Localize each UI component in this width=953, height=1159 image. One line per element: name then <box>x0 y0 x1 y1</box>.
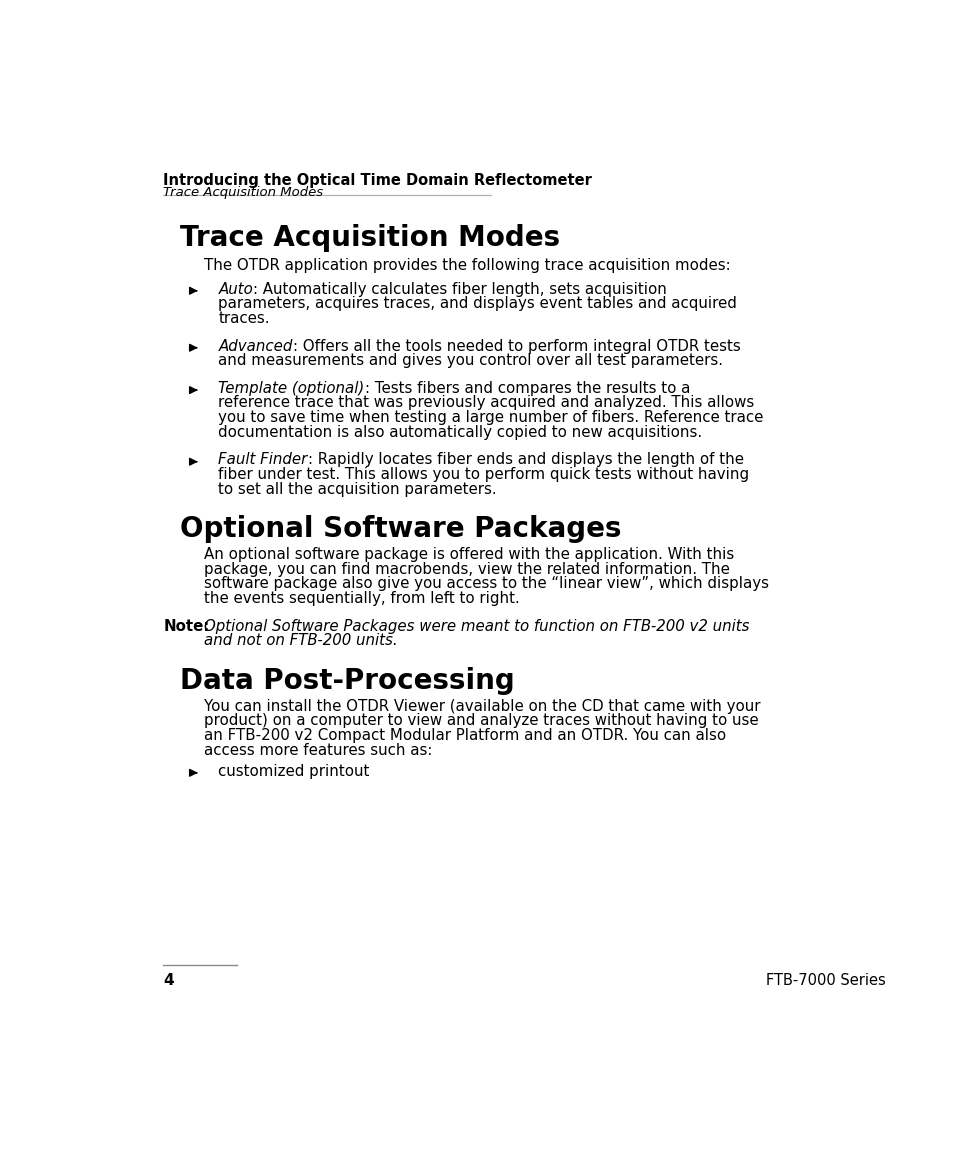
Text: : Automatically calculates fiber length, sets acquisition: : Automatically calculates fiber length,… <box>253 282 666 297</box>
Text: Data Post-Processing: Data Post-Processing <box>180 666 515 694</box>
Text: : Offers all the tools needed to perform integral OTDR tests: : Offers all the tools needed to perform… <box>293 338 740 353</box>
Text: software package also give you access to the “linear view”, which displays: software package also give you access to… <box>204 576 769 591</box>
Text: Optional Software Packages were meant to function on FTB-200 v2 units: Optional Software Packages were meant to… <box>204 619 749 634</box>
Text: access more features such as:: access more features such as: <box>204 743 433 758</box>
Text: Trace Acquisition Modes: Trace Acquisition Modes <box>180 224 560 252</box>
Text: documentation is also automatically copied to new acquisitions.: documentation is also automatically copi… <box>218 424 701 439</box>
Text: An optional software package is offered with the application. With this: An optional software package is offered … <box>204 547 734 562</box>
Text: 4: 4 <box>163 974 173 987</box>
Text: reference trace that was previously acquired and analyzed. This allows: reference trace that was previously acqu… <box>218 395 754 410</box>
Text: and measurements and gives you control over all test parameters.: and measurements and gives you control o… <box>218 353 722 369</box>
Text: traces.: traces. <box>218 311 270 326</box>
Text: parameters, acquires traces, and displays event tables and acquired: parameters, acquires traces, and display… <box>218 297 737 311</box>
Text: product) on a computer to view and analyze traces without having to use: product) on a computer to view and analy… <box>204 714 759 729</box>
Text: : Rapidly locates fiber ends and displays the length of the: : Rapidly locates fiber ends and display… <box>308 452 743 467</box>
Text: Auto: Auto <box>218 282 253 297</box>
Text: and not on FTB-200 units.: and not on FTB-200 units. <box>204 634 397 648</box>
Text: : Tests fibers and compares the results to a: : Tests fibers and compares the results … <box>364 381 689 396</box>
Text: Fault Finder: Fault Finder <box>218 452 308 467</box>
Text: Template (optional): Template (optional) <box>218 381 364 396</box>
Text: an FTB-200 v2 Compact Modular Platform and an OTDR. You can also: an FTB-200 v2 Compact Modular Platform a… <box>204 728 726 743</box>
Text: the events sequentially, from left to right.: the events sequentially, from left to ri… <box>204 591 519 606</box>
Text: to set all the acquisition parameters.: to set all the acquisition parameters. <box>218 482 497 497</box>
Text: Optional Software Packages: Optional Software Packages <box>180 515 621 542</box>
Text: You can install the OTDR Viewer (available on the CD that came with your: You can install the OTDR Viewer (availab… <box>204 699 760 714</box>
Text: The OTDR application provides the following trace acquisition modes:: The OTDR application provides the follow… <box>204 258 730 274</box>
Text: Trace Acquisition Modes: Trace Acquisition Modes <box>163 187 323 199</box>
Text: customized printout: customized printout <box>218 764 370 779</box>
Text: FTB-7000 Series: FTB-7000 Series <box>765 974 884 987</box>
Text: Introducing the Optical Time Domain Reflectometer: Introducing the Optical Time Domain Refl… <box>163 173 592 188</box>
Text: package, you can find macrobends, view the related information. The: package, you can find macrobends, view t… <box>204 562 730 577</box>
Text: you to save time when testing a large number of fibers. Reference trace: you to save time when testing a large nu… <box>218 410 763 425</box>
Text: Note:: Note: <box>163 619 210 634</box>
Text: Advanced: Advanced <box>218 338 293 353</box>
Text: fiber under test. This allows you to perform quick tests without having: fiber under test. This allows you to per… <box>218 467 749 482</box>
